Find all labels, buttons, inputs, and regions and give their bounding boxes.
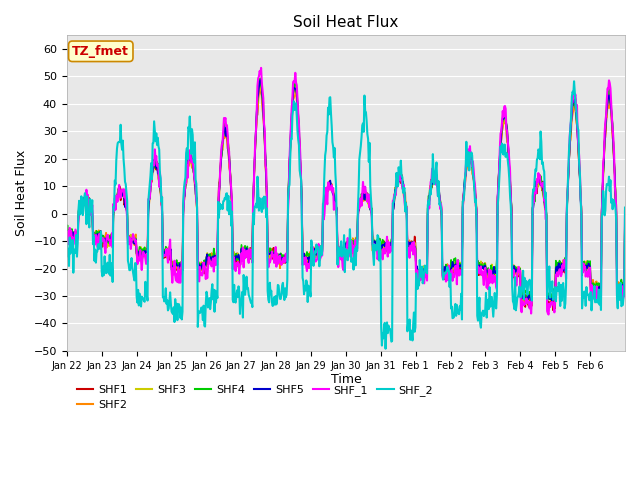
SHF1 xyxy=(280,255,288,261)
Line: SHF1: SHF1 xyxy=(67,80,625,310)
SHF3 xyxy=(280,254,288,260)
SHF4 xyxy=(63,226,70,231)
SHF1 xyxy=(63,231,70,237)
SHF4 xyxy=(548,297,556,302)
SHF4 xyxy=(280,257,288,263)
SHF2 xyxy=(404,244,412,250)
SHF_2 xyxy=(129,264,136,270)
SHF2 xyxy=(129,239,136,245)
X-axis label: Time: Time xyxy=(330,373,361,386)
SHF5 xyxy=(257,77,264,83)
SHF_1 xyxy=(545,312,552,317)
SHF2 xyxy=(257,84,265,89)
SHF5 xyxy=(436,192,444,198)
Line: SHF3: SHF3 xyxy=(67,81,625,300)
Text: TZ_fmet: TZ_fmet xyxy=(72,45,129,58)
Line: SHF5: SHF5 xyxy=(67,80,625,302)
SHF_2 xyxy=(63,241,70,247)
SHF3 xyxy=(621,210,629,216)
SHF4 xyxy=(621,206,629,212)
SHF2 xyxy=(436,193,444,199)
SHF_1 xyxy=(436,192,444,198)
SHF_2 xyxy=(570,78,578,84)
SHF3 xyxy=(129,238,136,244)
SHF_1 xyxy=(231,264,239,269)
SHF2 xyxy=(63,234,70,240)
SHF5 xyxy=(621,212,629,217)
SHF5 xyxy=(404,239,412,245)
SHF_2 xyxy=(621,204,629,210)
SHF1 xyxy=(129,238,136,244)
SHF1 xyxy=(549,307,557,313)
SHF2 xyxy=(231,254,239,260)
SHF3 xyxy=(255,78,263,84)
SHF2 xyxy=(527,300,535,306)
SHF5 xyxy=(259,111,267,117)
SHF_2 xyxy=(231,299,239,304)
SHF_2 xyxy=(404,320,412,326)
SHF5 xyxy=(231,258,239,264)
SHF2 xyxy=(621,216,629,222)
SHF3 xyxy=(404,241,412,247)
SHF1 xyxy=(259,107,267,112)
SHF_2 xyxy=(280,292,287,298)
SHF_1 xyxy=(404,248,412,253)
SHF3 xyxy=(548,298,556,303)
SHF_1 xyxy=(259,95,267,101)
SHF_1 xyxy=(129,236,136,241)
SHF4 xyxy=(436,191,444,197)
SHF_2 xyxy=(436,202,444,207)
SHF1 xyxy=(231,257,239,263)
Title: Soil Heat Flux: Soil Heat Flux xyxy=(293,15,399,30)
SHF4 xyxy=(231,254,239,260)
SHF3 xyxy=(259,108,267,114)
SHF5 xyxy=(280,258,288,264)
SHF4 xyxy=(404,245,412,251)
SHF_1 xyxy=(63,237,70,243)
SHF3 xyxy=(63,230,70,236)
SHF5 xyxy=(63,231,70,237)
SHF5 xyxy=(129,238,136,244)
SHF4 xyxy=(129,236,136,242)
SHF4 xyxy=(257,75,264,81)
Line: SHF_2: SHF_2 xyxy=(67,81,625,348)
Legend: SHF1, SHF2, SHF3, SHF4, SHF5, SHF_1, SHF_2: SHF1, SHF2, SHF3, SHF4, SHF5, SHF_1, SHF… xyxy=(72,380,437,415)
SHF_1 xyxy=(621,208,629,214)
Line: SHF2: SHF2 xyxy=(67,86,625,303)
SHF_1 xyxy=(257,65,265,71)
SHF_2 xyxy=(259,195,266,201)
Y-axis label: Soil Heat Flux: Soil Heat Flux xyxy=(15,150,28,236)
Line: SHF4: SHF4 xyxy=(67,78,625,300)
SHF_1 xyxy=(280,260,288,265)
SHF3 xyxy=(436,193,444,199)
Line: SHF_1: SHF_1 xyxy=(67,68,625,314)
SHF2 xyxy=(280,252,288,258)
SHF4 xyxy=(259,99,267,105)
SHF1 xyxy=(621,205,629,211)
SHF2 xyxy=(259,114,267,120)
SHF1 xyxy=(404,246,412,252)
SHF1 xyxy=(436,194,444,200)
SHF3 xyxy=(231,255,239,261)
SHF5 xyxy=(543,300,551,305)
SHF1 xyxy=(257,77,264,83)
SHF_2 xyxy=(381,346,389,351)
